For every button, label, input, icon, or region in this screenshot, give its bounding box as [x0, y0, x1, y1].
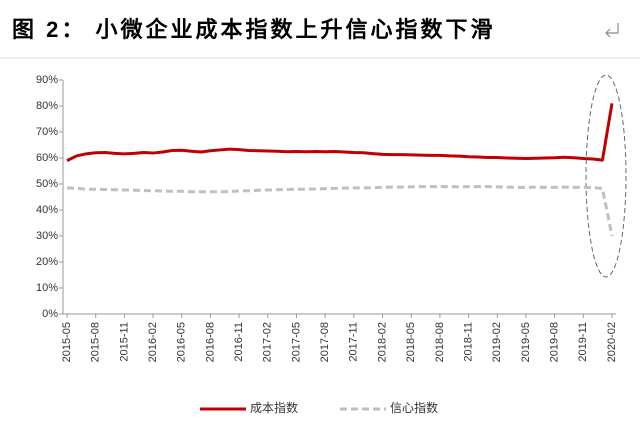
x-tick-label: 2018-11 — [462, 322, 474, 362]
x-tick-label: 2019-05 — [520, 322, 532, 362]
x-tick-label: 2019-08 — [549, 322, 561, 362]
y-tick-label: 30% — [36, 230, 58, 242]
x-tick-label: 2019-11 — [577, 322, 589, 362]
x-tick-label: 2015-11 — [118, 322, 130, 362]
x-tick-label: 2015-05 — [61, 322, 73, 362]
x-tick-label: 2016-02 — [147, 322, 159, 362]
x-tick-label: 2018-08 — [434, 322, 446, 362]
y-tick-label: 0% — [42, 308, 58, 320]
x-tick-label: 2018-05 — [405, 322, 417, 362]
y-tick-label: 50% — [36, 178, 58, 190]
x-tick-label: 2017-02 — [262, 322, 274, 362]
y-tick-label: 90% — [36, 74, 58, 86]
x-tick-label: 2016-05 — [176, 322, 188, 362]
paragraph-mark — [605, 23, 619, 38]
x-tick-label: 2020-02 — [606, 322, 618, 362]
x-tick-label: 2016-11 — [233, 322, 245, 362]
x-tick-label: 2017-11 — [348, 322, 360, 362]
y-tick-label: 20% — [36, 256, 58, 268]
line-series — [66, 185, 614, 237]
y-tick-label: 70% — [36, 126, 58, 138]
y-tick-label: 40% — [36, 204, 58, 216]
y-tick-label: 80% — [36, 100, 58, 112]
line-series — [66, 103, 614, 162]
highlight-ellipse — [585, 74, 627, 278]
x-tick-label: 2018-02 — [376, 322, 388, 362]
x-tick-label: 2016-08 — [204, 322, 216, 362]
legend-label: 信心指数 — [390, 400, 438, 415]
y-tick-label: 60% — [36, 152, 58, 164]
x-tick-label: 2017-08 — [319, 322, 331, 362]
legend-label: 成本指数 — [250, 400, 298, 415]
chart-title: 图 2： 小微企业成本指数上升信心指数下滑 — [12, 17, 495, 42]
x-tick-label: 2017-05 — [290, 322, 302, 362]
x-tick-label: 2015-08 — [90, 322, 102, 362]
y-tick-label: 10% — [36, 282, 58, 294]
x-tick-label: 2019-02 — [491, 322, 503, 362]
